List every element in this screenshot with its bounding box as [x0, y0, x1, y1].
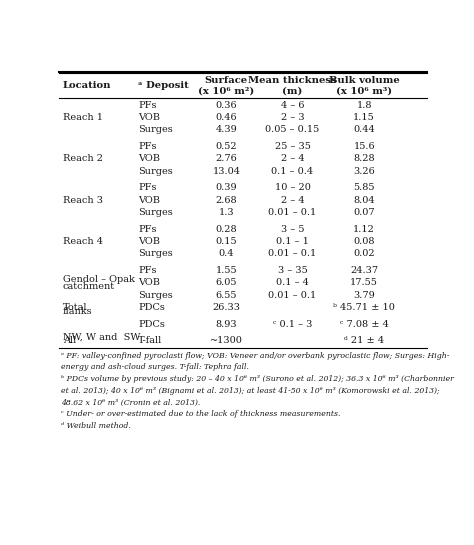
Text: 5.85: 5.85 — [354, 183, 375, 192]
Text: 8.28: 8.28 — [353, 154, 375, 164]
Text: Reach 3: Reach 3 — [63, 196, 103, 205]
Text: 8.93: 8.93 — [216, 320, 237, 329]
Text: Surges: Surges — [138, 250, 173, 258]
Text: Surface
(x 10⁶ m²): Surface (x 10⁶ m²) — [198, 76, 255, 95]
Text: 0.02: 0.02 — [353, 250, 375, 258]
Text: 0.1 – 4: 0.1 – 4 — [276, 278, 309, 287]
Text: ᵈ Weibull method.: ᵈ Weibull method. — [61, 422, 131, 430]
Text: 3 – 35: 3 – 35 — [278, 266, 308, 275]
Text: 0.1 – 0.4: 0.1 – 0.4 — [272, 167, 314, 175]
Text: Surges: Surges — [138, 125, 173, 135]
Text: et al. 2013); 40 x 10⁶ m³ (Bignami et al. 2013); at least 41-50 x 10⁶ m³ (Komoro: et al. 2013); 40 x 10⁶ m³ (Bignami et al… — [61, 387, 440, 395]
Text: 0.08: 0.08 — [354, 237, 375, 246]
Text: PFs: PFs — [138, 101, 157, 110]
Text: PFs: PFs — [138, 142, 157, 151]
Text: ᵈ 21 ± 4: ᵈ 21 ± 4 — [344, 336, 384, 346]
Text: 1.12: 1.12 — [353, 225, 375, 234]
Text: 6.55: 6.55 — [216, 291, 237, 300]
Text: Reach 2: Reach 2 — [63, 154, 103, 164]
Text: 0.01 – 0.1: 0.01 – 0.1 — [268, 291, 317, 300]
Text: 25 – 35: 25 – 35 — [274, 142, 310, 151]
Text: 3.26: 3.26 — [353, 167, 375, 175]
Text: Location: Location — [63, 81, 111, 90]
Text: 2 – 4: 2 – 4 — [281, 196, 304, 205]
Text: ᶜ Under- or over-estimated due to the lack of thickness measurements.: ᶜ Under- or over-estimated due to the la… — [61, 410, 341, 419]
Text: 1.3: 1.3 — [219, 208, 234, 217]
Text: 1.55: 1.55 — [216, 266, 237, 275]
Text: ᵃ Deposit: ᵃ Deposit — [138, 81, 189, 90]
Text: VOB: VOB — [138, 113, 160, 122]
Text: 1.15: 1.15 — [353, 113, 375, 122]
Text: Total: Total — [63, 303, 87, 312]
Text: 4 – 6: 4 – 6 — [281, 101, 304, 110]
Text: Gendol – Opak: Gendol – Opak — [63, 275, 135, 283]
Text: catchment: catchment — [63, 282, 115, 291]
Text: 0.39: 0.39 — [216, 183, 237, 192]
Text: energy and ash-cloud surges. T-fall: Tephra fall.: energy and ash-cloud surges. T-fall: Tep… — [61, 364, 249, 371]
Text: Reach 1: Reach 1 — [63, 113, 103, 122]
Text: 15.6: 15.6 — [353, 142, 375, 151]
Text: 6.05: 6.05 — [216, 278, 237, 287]
Text: 3 – 5: 3 – 5 — [281, 225, 304, 234]
Text: 17.55: 17.55 — [350, 278, 378, 287]
Text: PFs: PFs — [138, 183, 157, 192]
Text: flanks: flanks — [63, 307, 92, 316]
Text: 2.76: 2.76 — [216, 154, 237, 164]
Text: 0.15: 0.15 — [216, 237, 237, 246]
Text: VOB: VOB — [138, 278, 160, 287]
Text: ᶜ 7.08 ± 4: ᶜ 7.08 ± 4 — [340, 320, 389, 329]
Text: VOB: VOB — [138, 196, 160, 205]
Text: Surges: Surges — [138, 167, 173, 175]
Text: ᵇ 45.71 ± 10: ᵇ 45.71 ± 10 — [333, 303, 395, 312]
Text: T-fall: T-fall — [138, 336, 163, 346]
Text: NW, W and  SW: NW, W and SW — [63, 332, 140, 341]
Text: ᶜ 0.1 – 3: ᶜ 0.1 – 3 — [273, 320, 312, 329]
Text: ᵇ PDCs volume by previous study: 20 – 40 x 10⁶ m³ (Surono et al. 2012); 36.3 x 1: ᵇ PDCs volume by previous study: 20 – 40… — [61, 375, 454, 383]
Text: 0.4: 0.4 — [219, 250, 234, 258]
Text: PDCs: PDCs — [138, 320, 165, 329]
Text: ~1300: ~1300 — [210, 336, 243, 346]
Text: VOB: VOB — [138, 237, 160, 246]
Text: VOB: VOB — [138, 154, 160, 164]
Text: 2 – 3: 2 – 3 — [281, 113, 304, 122]
Text: 0.05 – 0.15: 0.05 – 0.15 — [265, 125, 319, 135]
Text: PFs: PFs — [138, 266, 157, 275]
Text: 8.04: 8.04 — [353, 196, 375, 205]
Text: 0.01 – 0.1: 0.01 – 0.1 — [268, 250, 317, 258]
Text: 0.36: 0.36 — [216, 101, 237, 110]
Text: Mean thickness
(m): Mean thickness (m) — [248, 76, 337, 95]
Text: 0.44: 0.44 — [353, 125, 375, 135]
Text: 2.68: 2.68 — [216, 196, 237, 205]
Text: 2 – 4: 2 – 4 — [281, 154, 304, 164]
Text: 0.28: 0.28 — [216, 225, 237, 234]
Text: ᵃ PF: valley-confined pyroclasti flow; VOB: Veneer and/or overbank pyroclastic f: ᵃ PF: valley-confined pyroclasti flow; V… — [61, 352, 449, 360]
Text: 3.79: 3.79 — [353, 291, 375, 300]
Text: 0.1 – 1: 0.1 – 1 — [276, 237, 309, 246]
Text: 0.46: 0.46 — [216, 113, 237, 122]
Text: All: All — [63, 336, 76, 346]
Text: 0.07: 0.07 — [353, 208, 375, 217]
Text: Bulk volume
(x 10⁶ m³): Bulk volume (x 10⁶ m³) — [329, 76, 400, 95]
Text: Surges: Surges — [138, 208, 173, 217]
Text: Surges: Surges — [138, 291, 173, 300]
Text: Reach 4: Reach 4 — [63, 237, 103, 246]
Text: 0.01 – 0.1: 0.01 – 0.1 — [268, 208, 317, 217]
Text: 0.52: 0.52 — [216, 142, 237, 151]
Text: 26.33: 26.33 — [212, 303, 240, 312]
Text: 10 – 20: 10 – 20 — [274, 183, 310, 192]
Text: PDCs: PDCs — [138, 303, 165, 312]
Text: 1.8: 1.8 — [356, 101, 372, 110]
Text: 24.37: 24.37 — [350, 266, 378, 275]
Text: PFs: PFs — [138, 225, 157, 234]
Text: 4.39: 4.39 — [216, 125, 237, 135]
Text: 48.62 x 10⁶ m³ (Cronin et al. 2013).: 48.62 x 10⁶ m³ (Cronin et al. 2013). — [61, 398, 201, 407]
Text: 13.04: 13.04 — [212, 167, 240, 175]
